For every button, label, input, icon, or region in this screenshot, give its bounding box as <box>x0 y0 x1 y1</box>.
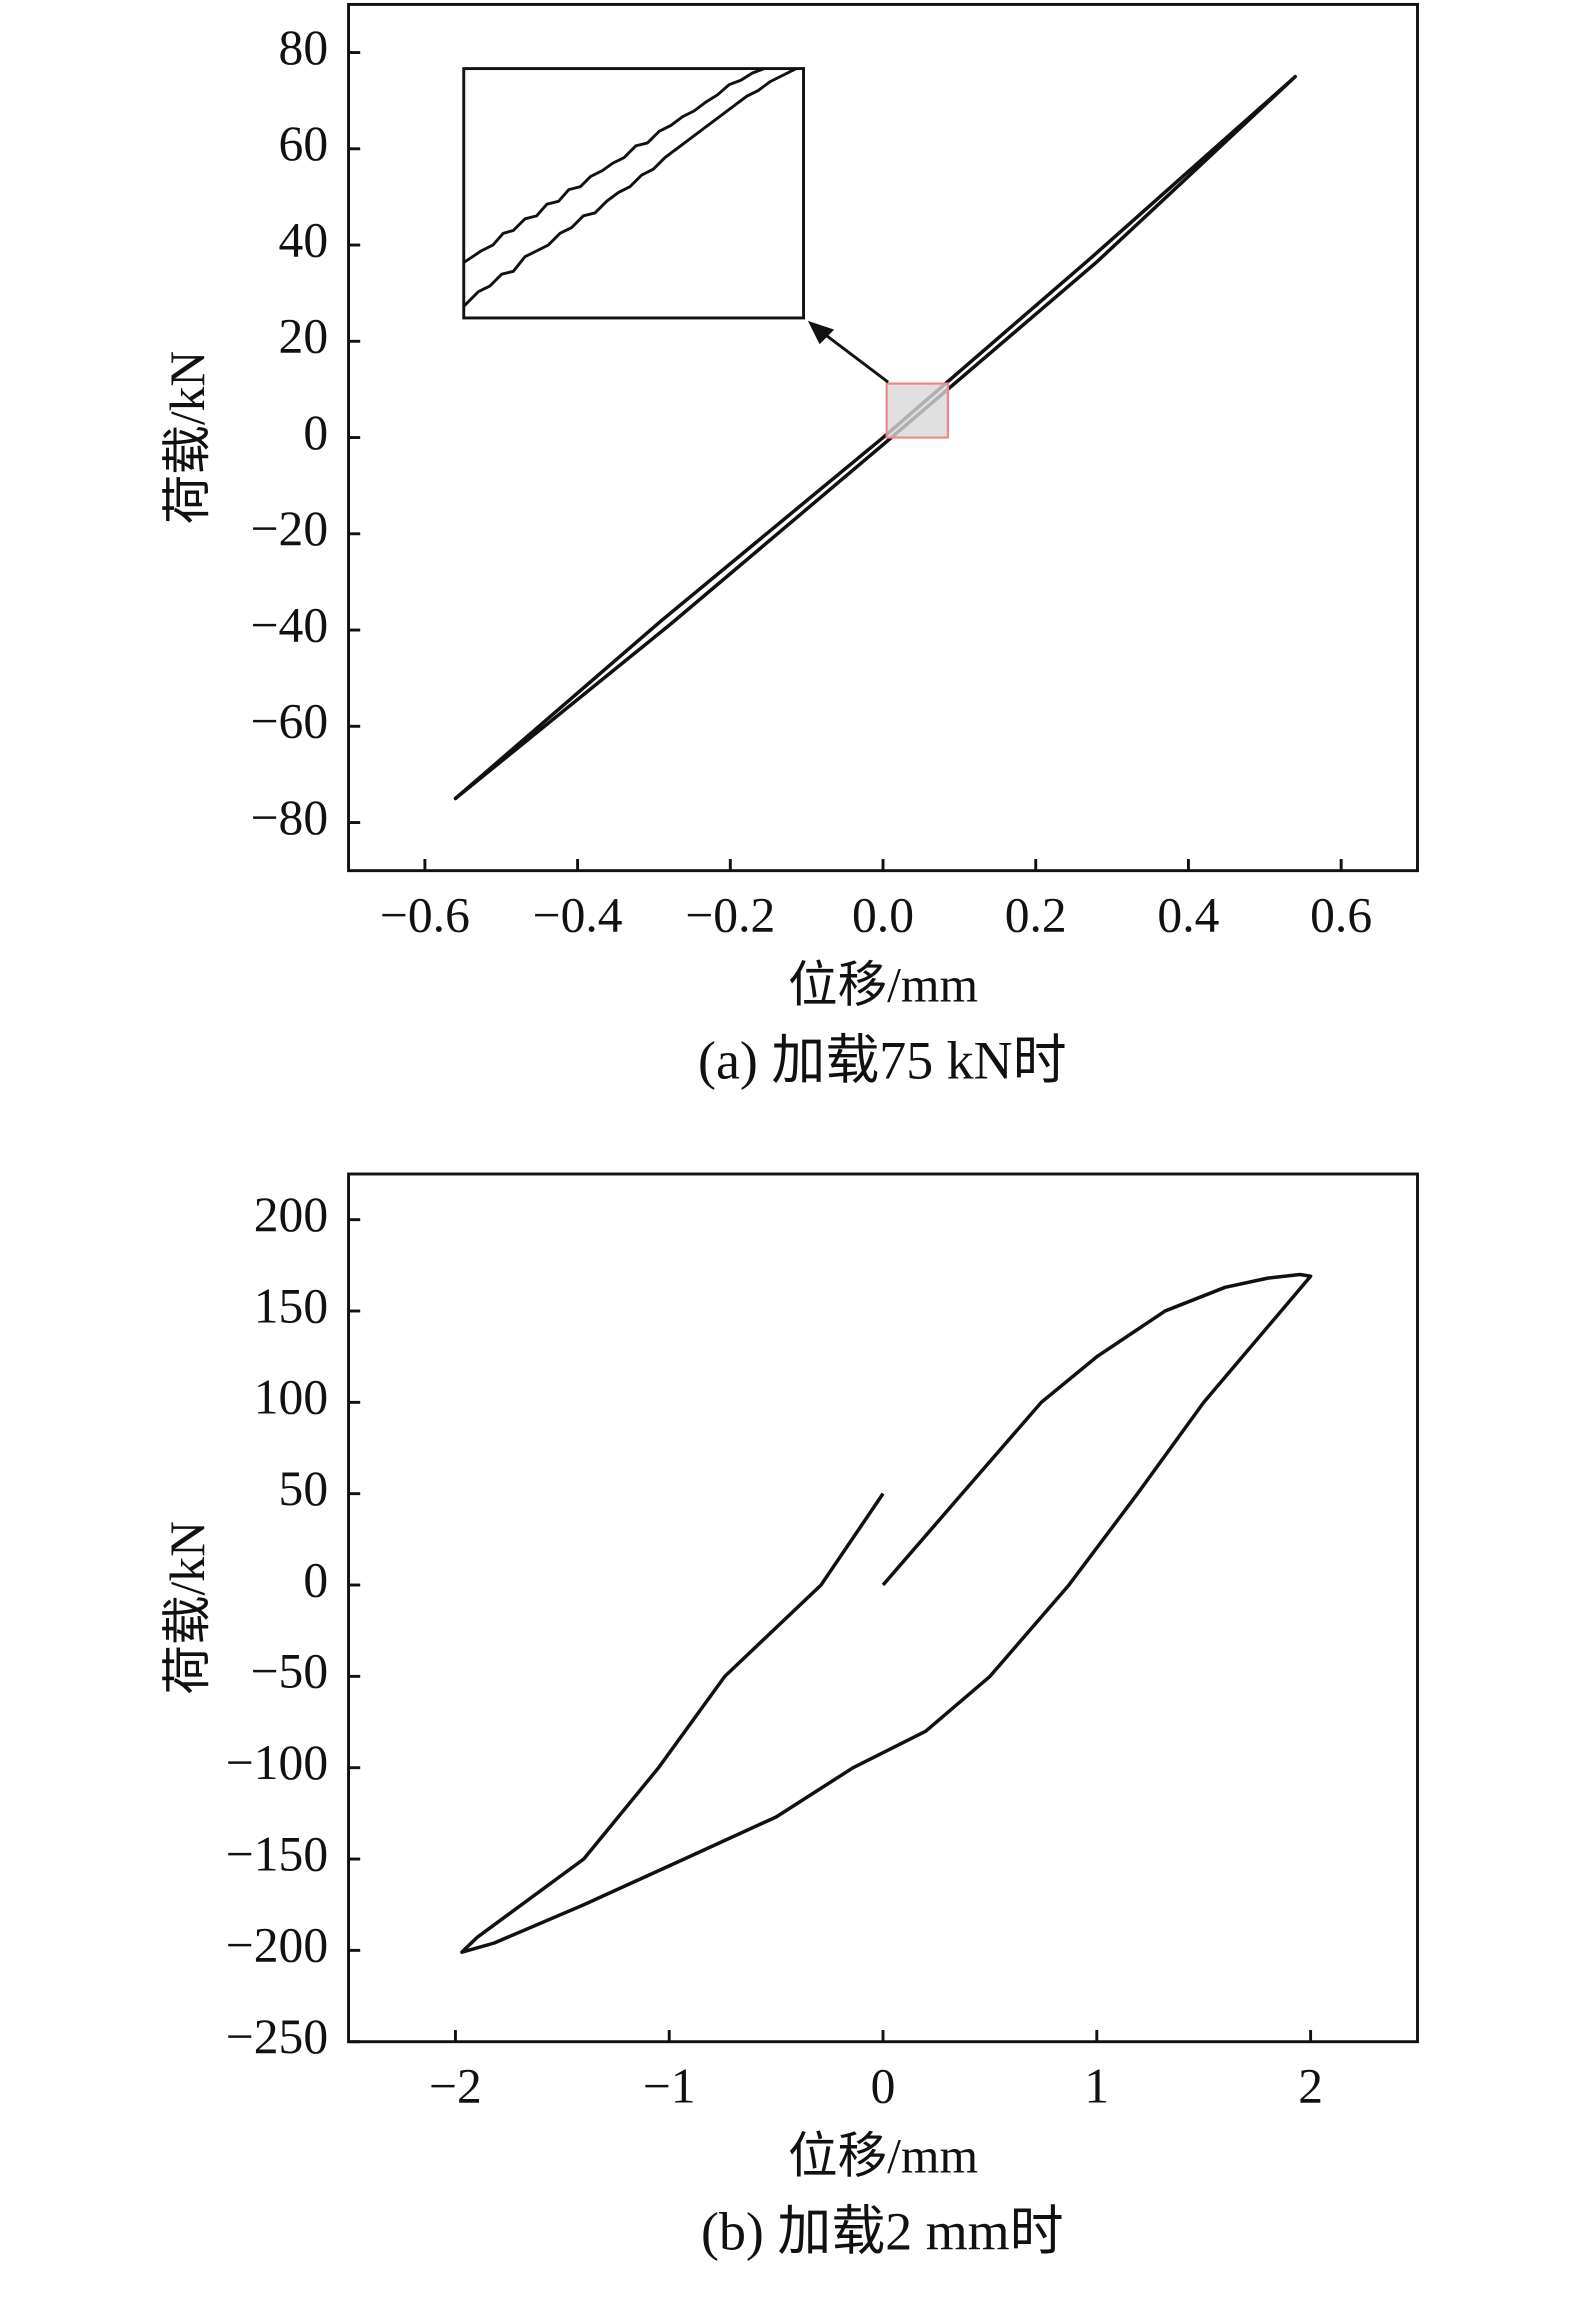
x-tick-label: 0.6 <box>1310 888 1372 943</box>
x-axis-title: 位移/mm <box>788 958 978 1013</box>
x-tick-label: −0.2 <box>685 888 775 943</box>
chart: 200 150 100 50 0 −50 −100 −150 −200 −250 −2 −1 0 1 2 位移… <box>160 1172 1419 2262</box>
y-tick-label: −40 <box>251 597 329 652</box>
x-tick-label: 0.2 <box>1005 888 1067 943</box>
y-axis-title: 荷载/kN <box>160 1521 215 1695</box>
x-tick-label: −0.4 <box>533 888 623 943</box>
x-tick-label: −2 <box>429 2059 482 2114</box>
x-tick-label: 0.0 <box>852 888 914 943</box>
caption: (b) 加载2 mm时 <box>701 2202 1064 2262</box>
y-tick-label: 40 <box>279 212 329 267</box>
y-tick-label: 200 <box>254 1187 328 1242</box>
inset <box>462 67 950 439</box>
data-line <box>453 74 1298 801</box>
y-tick-label: −80 <box>251 790 329 845</box>
y-tick-label: −50 <box>251 1644 329 1699</box>
y-tick-label: −200 <box>226 1918 328 1973</box>
y-tick-label: −60 <box>251 694 329 749</box>
y-tick-label: 150 <box>254 1278 328 1333</box>
x-tick-label: 1 <box>1084 2059 1109 2114</box>
x-tick-label: 2 <box>1298 2059 1323 2114</box>
x-tick-label: 0 <box>871 2059 896 2114</box>
inset-trace <box>462 67 765 264</box>
zoom-arrow <box>821 331 890 384</box>
arrow-head <box>807 320 835 345</box>
y-tick-label: −250 <box>226 2009 328 2064</box>
y-tick-label: 20 <box>279 309 329 364</box>
y-tick-label: 50 <box>279 1461 329 1516</box>
x-axis-title: 位移/mm <box>788 2129 978 2184</box>
y-tick-label: 80 <box>279 20 329 75</box>
y-tick-label: 0 <box>303 405 328 460</box>
inset-frame <box>462 67 805 320</box>
inset-trace <box>462 67 797 308</box>
x-tick-label: 0.4 <box>1157 888 1219 943</box>
data-line <box>460 1272 1313 1954</box>
caption: (a) 加载75 kN时 <box>698 1030 1067 1090</box>
y-tick-label: 60 <box>279 116 329 171</box>
x-tick-label: −0.6 <box>380 888 470 943</box>
plot-frame <box>347 1172 1419 2044</box>
y-axis-title: 荷载/kN <box>160 351 215 525</box>
chart: 80 60 40 20 0 −20 −40 −60 −80 −0.6 −0.4 −0.2 0.0 0.2 0… <box>160 2 1419 1090</box>
y-tick-label: 100 <box>254 1370 328 1425</box>
zoom-region <box>885 382 950 439</box>
y-tick-label: −100 <box>226 1735 328 1790</box>
y-tick-label: −150 <box>226 1826 328 1881</box>
y-tick-label: 0 <box>303 1552 328 1607</box>
y-tick-label: −20 <box>251 501 329 556</box>
x-tick-label: −1 <box>643 2059 696 2114</box>
plot-frame <box>347 2 1419 873</box>
